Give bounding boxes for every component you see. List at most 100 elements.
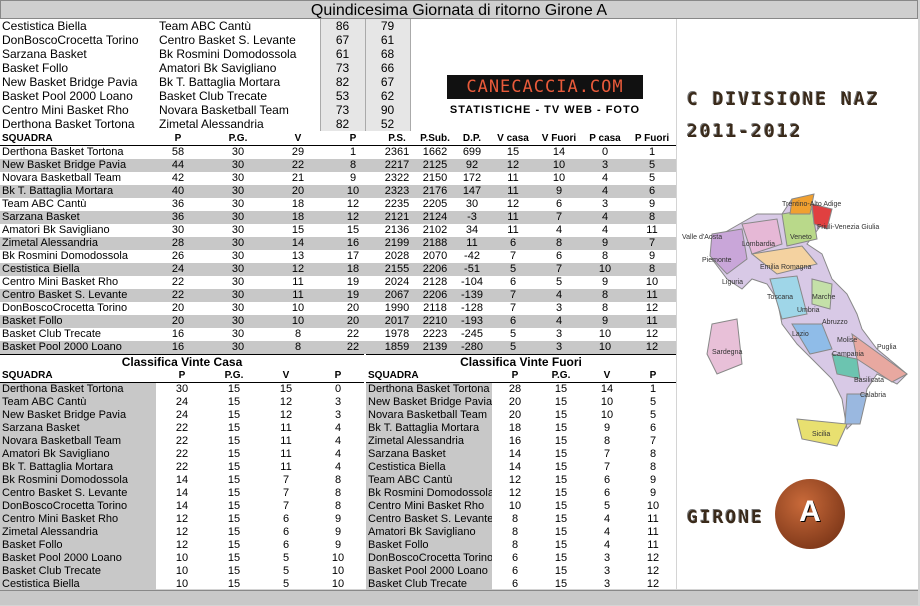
- value-cell: 24: [175, 396, 189, 408]
- value-cell: 15: [227, 513, 241, 525]
- away-team-cell: Centro Basket S. Levante: [159, 33, 296, 47]
- value-cell: 15: [554, 409, 568, 421]
- value-cell: 8: [601, 250, 609, 262]
- value-cell: 4: [536, 315, 582, 328]
- value-cell: 2128: [422, 276, 448, 288]
- value-cell: 9: [649, 487, 657, 499]
- sardegna-shape: [706, 318, 743, 375]
- value-cell: 15: [227, 383, 241, 395]
- value-cell: 10: [600, 396, 614, 408]
- team-name-cell: New Basket Bridge Pavia: [366, 396, 492, 409]
- away-team-cell: Bk T. Battaglia Mortara: [159, 75, 281, 89]
- table-row: Amatori Bk Savigliano 22 15 11 4: [0, 448, 364, 461]
- value-cell: 8: [328, 159, 378, 172]
- table-row: DonBoscoCrocetta Torino 20 30 10 20 1990 2118 -…: [0, 302, 676, 315]
- home-score-cell: 67: [319, 33, 366, 47]
- table-row: DonBoscoCrocetta Torino 14 15 7 8: [0, 500, 364, 513]
- value-cell: 10: [268, 315, 328, 328]
- value-cell: 2139: [416, 341, 454, 354]
- team-name-cell: Sarzana Basket: [0, 211, 148, 224]
- table-row: Novara Basketball Team 22 15 11 4: [0, 435, 364, 448]
- table-row: Bk T. Battaglia Mortara 40 30 20 10 2323 2176 1…: [0, 185, 676, 198]
- value-cell: 6: [649, 422, 657, 434]
- standings-table: SQUADRA P P.G. V P P.S. P.Sub. D.P. V casa V Fuor…: [0, 132, 676, 354]
- table-row: Zimetal Alessandria 28 30 14 16 2199 2188 11 6 8 9…: [0, 237, 676, 250]
- site-logo: CANECACCIA.COM: [447, 75, 643, 99]
- value-cell: 14: [268, 237, 328, 250]
- value-cell: 42: [171, 172, 185, 184]
- value-cell: 92: [454, 159, 490, 172]
- home-score-cell: 73: [319, 103, 366, 117]
- region-label: Valle d'Aosta: [682, 234, 722, 241]
- value-cell: 11: [268, 289, 328, 302]
- away-team-cell: Team ABC Cantù: [159, 19, 252, 33]
- table-row: Centro Mini Basket Rho 10 15 5 10: [366, 500, 676, 513]
- value-cell: 3: [555, 328, 563, 340]
- away-team-cell: Bk Rosmini Domodossola: [159, 47, 297, 61]
- value-cell: 5: [628, 159, 676, 172]
- value-cell: -104: [460, 276, 484, 288]
- home-team-cell: Basket Follo: [2, 61, 69, 75]
- value-cell: 10: [175, 578, 189, 590]
- region-label: Trentino-Alto Adige: [782, 201, 841, 208]
- team-name-cell: Team ABC Cantù: [0, 396, 156, 409]
- value-cell: 7: [282, 487, 290, 499]
- value-cell: 14: [508, 461, 522, 473]
- table-row: Team ABC Cantù 36 30 18 12 2235 2205 30 12 6 3 9: [0, 198, 676, 211]
- team-name-cell: Derthona Basket Tortona: [2, 146, 124, 158]
- value-cell: 22: [175, 448, 189, 460]
- value-cell: 4: [582, 185, 628, 198]
- team-name-cell: Amatori Bk Savigliano: [366, 526, 492, 539]
- column-header: P.G.: [208, 369, 260, 383]
- value-cell: 15: [227, 552, 241, 564]
- value-cell: 10: [175, 552, 189, 564]
- table-row: Cestistica Biella 24 30 12 18 2155 2206 -51 5 7 10…: [0, 263, 676, 276]
- value-cell: 7: [509, 250, 517, 262]
- home-table-title: Classifica Vinte Casa: [0, 354, 364, 369]
- site-logo-tagline: STATISTICHE - TV WEB - FOTO: [447, 103, 643, 117]
- value-cell: 30: [208, 185, 268, 198]
- value-cell: 14: [552, 146, 566, 158]
- value-cell: 34: [465, 224, 479, 236]
- region-label: Toscana: [767, 294, 793, 301]
- away-wins-table: SQUADRA P P.G. V P Derthona Basket Tortona 28…: [366, 369, 676, 591]
- result-row: Derthona Basket Tortona Zimetal Alessandr…: [0, 117, 411, 131]
- team-name-cell: Centro Mini Basket Rho: [2, 276, 119, 288]
- value-cell: 9: [334, 539, 342, 551]
- value-cell: 10: [508, 500, 522, 512]
- value-cell: -280: [454, 341, 490, 354]
- region-label: Sardegna: [712, 349, 742, 356]
- team-name-cell: Derthona Basket Tortona: [0, 382, 156, 396]
- value-cell: 30: [231, 146, 245, 158]
- value-cell: 10: [582, 263, 628, 276]
- team-name-cell: New Basket Bridge Pavia: [0, 409, 156, 422]
- value-cell: 19: [328, 289, 378, 302]
- region-label: Molise: [837, 337, 857, 344]
- value-cell: 7: [603, 461, 611, 473]
- team-name-cell: Derthona Basket Tortona: [366, 382, 492, 396]
- value-cell: 8: [511, 513, 519, 525]
- value-cell: 12: [645, 302, 659, 314]
- table-row: Centro Basket S. Levante 14 15 7 8: [0, 487, 364, 500]
- value-cell: 12: [279, 396, 293, 408]
- value-cell: 7: [282, 500, 290, 512]
- value-cell: 15: [227, 448, 241, 460]
- value-cell: 15: [554, 448, 568, 460]
- value-cell: 15: [554, 461, 568, 473]
- season-label: 2011-2012: [687, 121, 803, 142]
- away-score-cell: 68: [364, 47, 411, 61]
- home-team-cell: Sarzana Basket: [2, 47, 87, 61]
- column-header: P: [630, 369, 676, 383]
- value-cell: 4: [582, 211, 628, 224]
- value-cell: 4: [334, 422, 342, 434]
- value-cell: 30: [231, 198, 245, 210]
- marche-shape: [811, 278, 833, 310]
- table-row: Derthona Basket Tortona 30 15 15 0: [0, 382, 364, 396]
- value-cell: 15: [227, 565, 241, 577]
- value-cell: -193: [454, 315, 490, 328]
- value-cell: 28: [508, 383, 522, 395]
- value-cell: 20: [171, 302, 185, 314]
- value-cell: 1978: [384, 328, 410, 340]
- away-team-cell: Basket Club Trecate: [159, 89, 268, 103]
- value-cell: 30: [231, 172, 245, 184]
